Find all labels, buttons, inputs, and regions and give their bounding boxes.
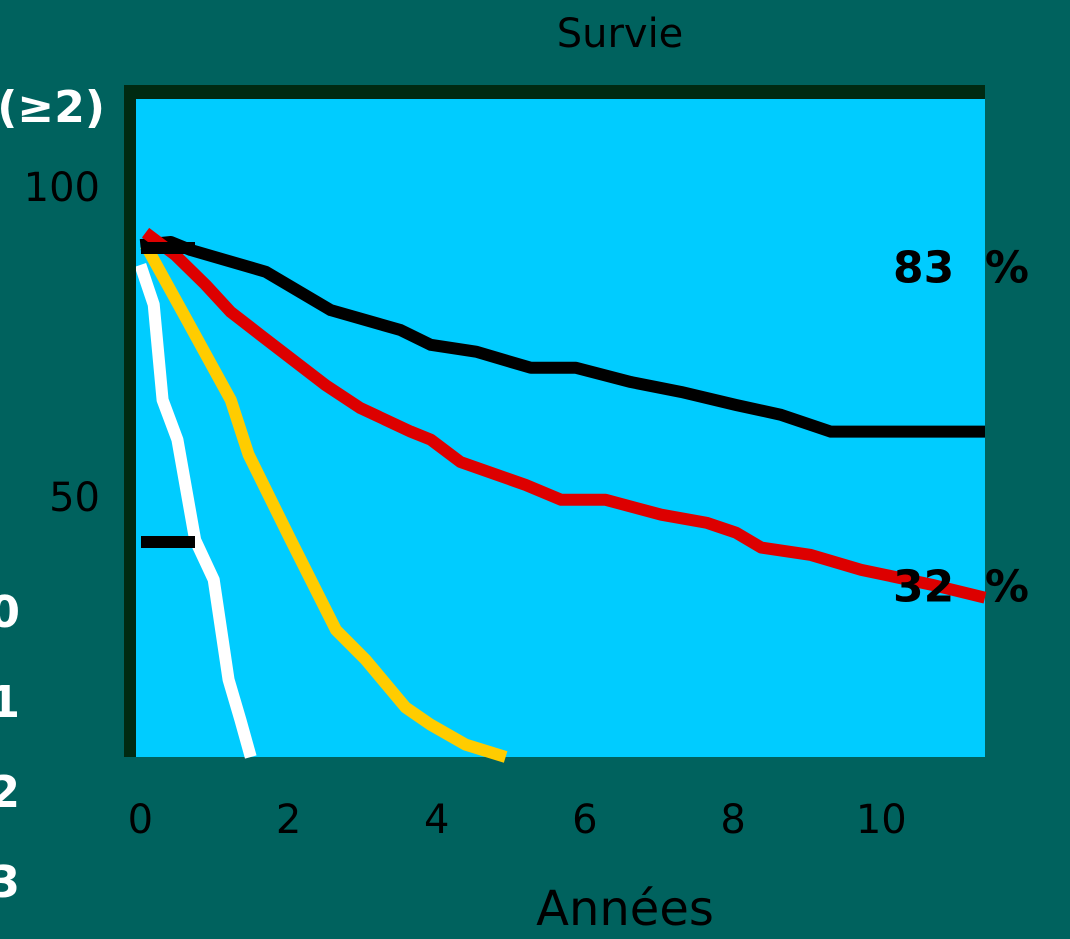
annotation: 83 %	[893, 242, 1029, 293]
x-tick-label: 0	[128, 797, 153, 843]
series-line	[134, 263, 257, 759]
side-label: (≥2)	[0, 82, 105, 133]
series-line	[141, 227, 987, 604]
annotation: 32 %	[893, 562, 1029, 613]
x-axis-label: Années	[536, 881, 714, 937]
plot-area	[130, 92, 985, 757]
x-tick-label: 4	[424, 797, 449, 843]
x-tick-label: 10	[856, 797, 907, 843]
series-line	[139, 235, 985, 438]
side-label: 2	[0, 767, 20, 818]
x-tick-label: 8	[720, 797, 745, 843]
x-tick-label: 6	[572, 797, 597, 843]
x-tick-label: 2	[276, 797, 301, 843]
plot	[134, 227, 987, 763]
side-label: 3	[0, 857, 20, 908]
y-tick-label: 50	[49, 475, 100, 521]
side-label: 0	[0, 587, 20, 638]
y-tick-label: 100	[24, 165, 100, 211]
side-label: 1	[0, 677, 20, 728]
series-line	[140, 242, 508, 763]
chart-title: Survie	[557, 11, 684, 57]
